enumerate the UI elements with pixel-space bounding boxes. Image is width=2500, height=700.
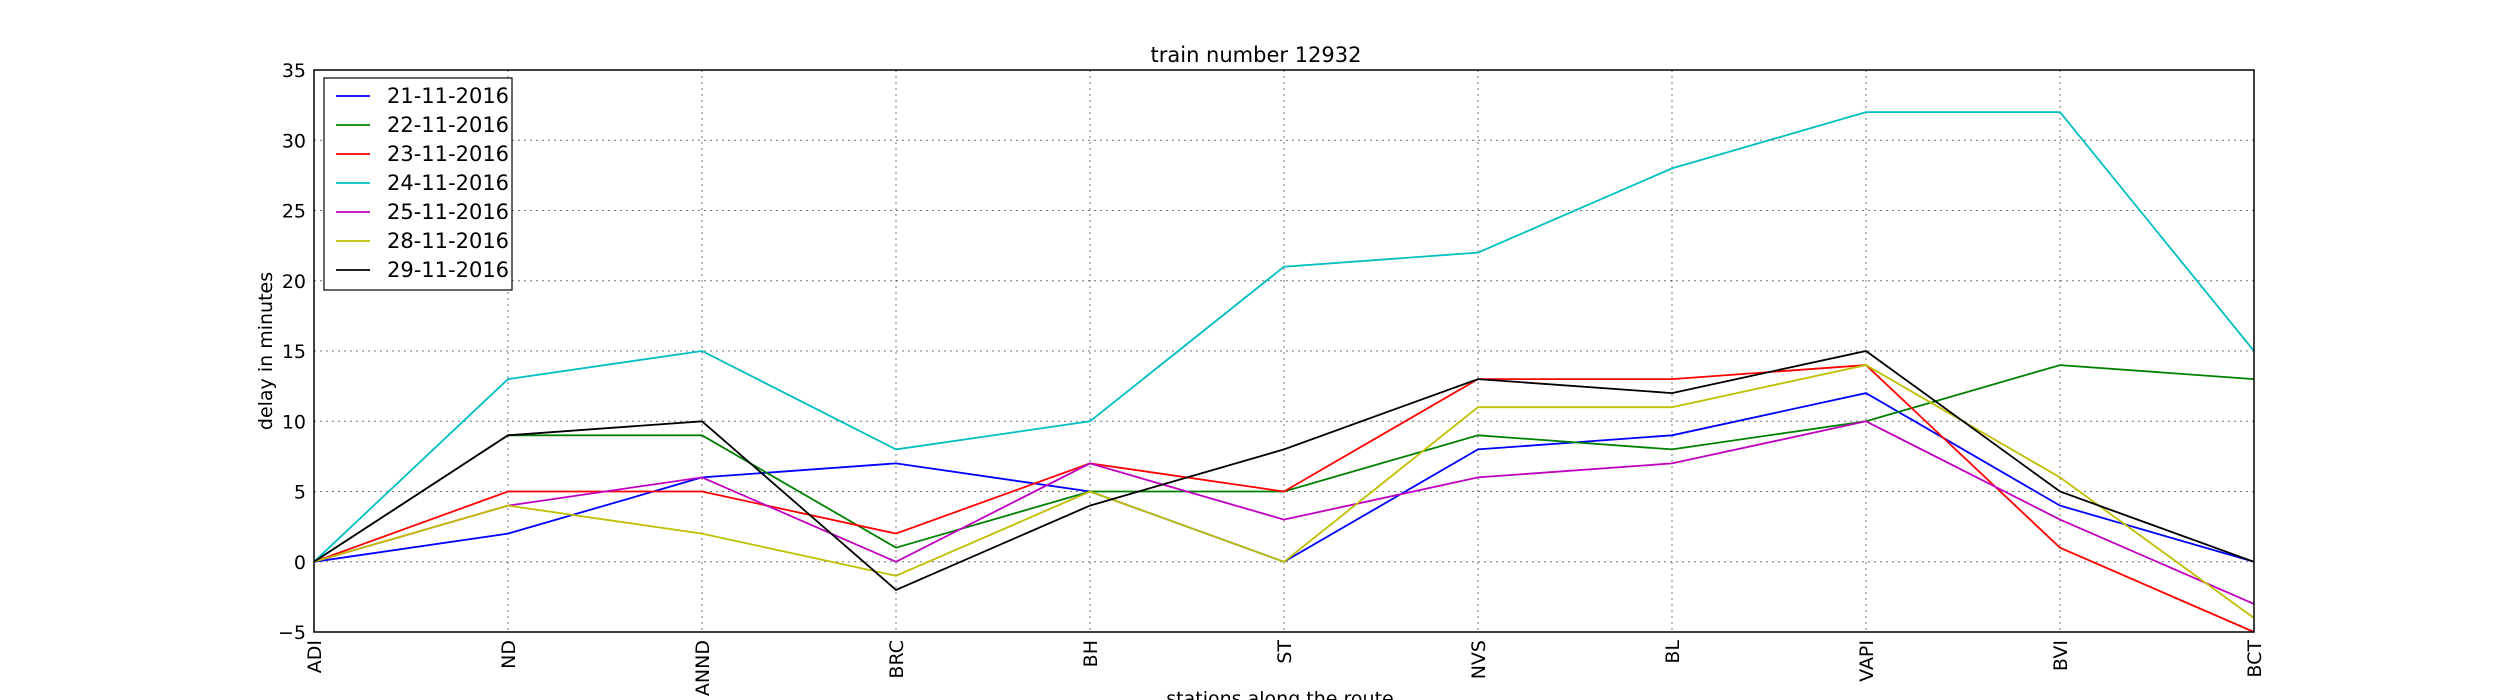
series-line <box>313 420 2255 605</box>
x-tick-label: BH <box>1080 640 1102 667</box>
chart-title: train number 12932 <box>1151 43 1362 67</box>
legend-entry: 23-11-2016 <box>387 142 509 166</box>
y-tick-label: 25 <box>282 201 306 223</box>
y-tick-label: 30 <box>282 130 306 152</box>
x-tick-label: ND <box>498 640 520 669</box>
legend-entry: 24-11-2016 <box>387 171 509 195</box>
legend-entry: 25-11-2016 <box>387 200 509 224</box>
legend-entry: 21-11-2016 <box>387 84 509 108</box>
x-tick-label: VAPI <box>1856 640 1878 682</box>
y-tick-label: 35 <box>282 60 306 82</box>
x-tick-label: BVI <box>2050 640 2072 671</box>
y-tick-label: 15 <box>282 341 306 363</box>
x-tick-label: BCT <box>2244 640 2266 678</box>
series-line <box>313 350 2255 591</box>
y-tick-label: 5 <box>294 482 306 504</box>
x-tick-label: ADI <box>304 640 326 673</box>
legend: 21-11-2016 22-11-2016 23-11-2016 24-11-2016… <box>323 77 513 291</box>
x-tick-label: ST <box>1274 640 1296 664</box>
y-tick-label: 0 <box>294 552 306 574</box>
series-line <box>313 364 2255 619</box>
legend-entry: 29-11-2016 <box>387 258 509 282</box>
x-tick-label: BL <box>1662 640 1684 664</box>
x-axis-label: stations along the route <box>1166 688 1393 700</box>
grid-lines <box>313 69 2255 633</box>
x-tick-label: NVS <box>1468 640 1490 679</box>
legend-entry: 22-11-2016 <box>387 113 509 137</box>
y-tick-label: −5 <box>278 622 306 644</box>
legend-entry: 28-11-2016 <box>387 229 509 253</box>
x-tick-label: BRC <box>886 640 908 679</box>
x-tick-labels: ADI ND ANND BRC BH ST NVS BL VAPI BVI BCT <box>304 640 2266 696</box>
x-tick-label: ANND <box>692 640 714 696</box>
y-axis-label: delay in minutes <box>255 272 277 430</box>
y-tick-label: 10 <box>282 411 306 433</box>
series-lines <box>313 111 2255 633</box>
legend-box <box>323 77 513 291</box>
series-line <box>313 364 2255 633</box>
y-tick-label: 20 <box>282 271 306 293</box>
plot-frame <box>313 69 2255 633</box>
y-tick-labels: −5 0 5 10 15 20 25 30 35 <box>278 60 306 644</box>
series-line <box>313 111 2255 563</box>
